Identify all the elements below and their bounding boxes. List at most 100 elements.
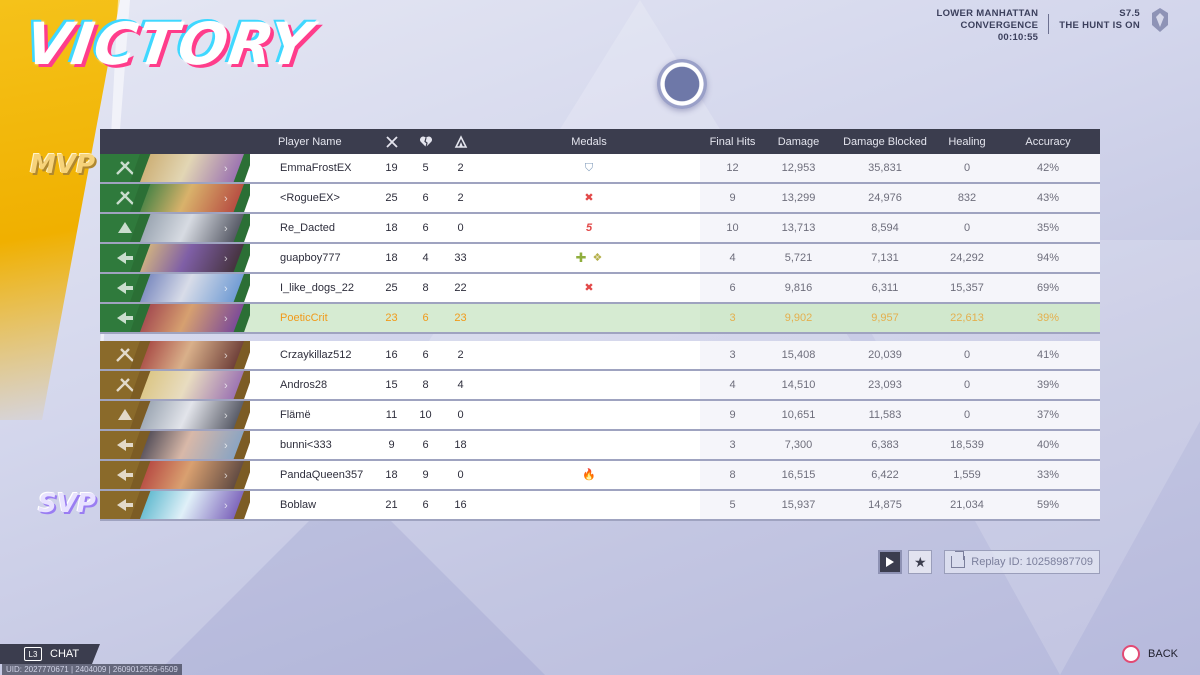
final-hits-value: 4: [729, 379, 736, 391]
player-name: bunni<333: [280, 439, 332, 451]
deaths-value: 8: [422, 379, 429, 391]
chevron-right-icon: ›: [224, 313, 228, 325]
player-row[interactable]: › PandaQueen357 18 9 0 🔥 8 16,515 6,422 1,559 33%: [100, 461, 1100, 491]
assists-value: 18: [454, 439, 467, 451]
player-row[interactable]: › EmmaFrostEX 19 5 2 ⛉ 12 12,953 35,831 0 42%: [100, 154, 1100, 184]
medals-cell: 🔥: [478, 469, 700, 481]
damage-blocked-value: 8,594: [871, 222, 899, 234]
kills-value: 11: [385, 409, 398, 421]
back-button[interactable]: BACK: [1122, 645, 1178, 663]
swords-icon: [385, 135, 398, 148]
center-indicator-icon: [657, 59, 707, 109]
strategist-role-icon: [117, 499, 133, 511]
header-damage: Damage: [777, 135, 820, 148]
kills-value: 18: [385, 469, 398, 481]
healing-value: 21,034: [950, 499, 984, 511]
strategist-role-icon: [117, 252, 133, 264]
favorite-replay-button[interactable]: ★: [908, 550, 933, 574]
accuracy-value: 39%: [1036, 379, 1060, 391]
damage-value: 16,515: [781, 469, 816, 481]
assists-value: 2: [457, 349, 464, 361]
player-row[interactable]: › bunni<333 9 6 18 3 7,300 6,383 18,539 40%: [100, 431, 1100, 461]
damage-value: 13,713: [781, 222, 816, 234]
hero-portrait: ›: [100, 401, 250, 429]
final-hits-value: 6: [729, 282, 736, 294]
player-row[interactable]: › PoeticCrit 23 6 23 3 9,902 9,957 22,613 39%: [100, 304, 1100, 334]
player-row[interactable]: › guapboy777 18 4 33 ✚ ❖ 4 5,721 7,131 24,292 94%: [100, 244, 1100, 274]
assists-value: 2: [457, 162, 464, 174]
play-replay-button[interactable]: [878, 550, 903, 574]
player-row[interactable]: › I_like_dogs_22 25 8 22 ✖ 6 9,816 6,311 15,357 69…: [100, 274, 1100, 304]
broken-heart-icon: [419, 135, 432, 147]
header-damage-blocked: Damage Blocked: [843, 135, 927, 148]
deaths-value: 5: [422, 162, 429, 174]
chat-label: CHAT: [50, 648, 80, 660]
accuracy-value: 69%: [1036, 282, 1060, 294]
medals-cell: ✖: [478, 192, 700, 204]
accuracy-value: 35%: [1036, 222, 1060, 234]
accuracy-value: 42%: [1036, 162, 1060, 174]
player-row[interactable]: › Andros28 15 8 4 4 14,510 23,093 0 39%: [100, 371, 1100, 401]
hero-image: [140, 461, 244, 489]
hero-portrait: ›: [100, 274, 250, 302]
duelist-role-icon: [116, 378, 134, 392]
player-name: EmmaFrostEX: [280, 162, 352, 174]
chevron-right-icon: ›: [224, 410, 228, 422]
deaths-value: 6: [422, 439, 429, 451]
hero-image: [140, 214, 244, 242]
chevron-right-icon: ›: [224, 380, 228, 392]
hero-image: [140, 154, 244, 182]
deaths-value: 6: [422, 192, 429, 204]
player-name: Boblaw: [280, 499, 317, 511]
kills-value: 18: [385, 252, 398, 264]
player-row[interactable]: › Flämë 11 10 0 9 10,651 11,583 0 37%: [100, 401, 1100, 431]
healing-value: 22,613: [950, 312, 984, 324]
damage-value: 12,953: [781, 162, 816, 174]
hero-portrait: ›: [100, 431, 250, 459]
player-row[interactable]: › Crzaykillaz512 16 6 2 3 15,408 20,039 0 41%: [100, 341, 1100, 371]
medals-cell: 5: [478, 222, 700, 234]
chevron-right-icon: ›: [224, 350, 228, 362]
hero-image: [140, 244, 244, 272]
hero-portrait: ›: [100, 244, 250, 272]
assists-value: 16: [454, 499, 467, 511]
accuracy-value: 39%: [1036, 312, 1060, 324]
healing-value: 15,357: [950, 282, 984, 294]
circle-button-icon: [1122, 645, 1141, 663]
hero-portrait: ›: [100, 184, 250, 212]
hero-portrait: ›: [100, 304, 250, 332]
header-medals: Medals: [571, 135, 607, 148]
hero-image: [140, 431, 244, 459]
chevron-right-icon: ›: [224, 440, 228, 452]
player-row[interactable]: › <RogueEX> 25 6 2 ✖ 9 13,299 24,976 832 43%: [100, 184, 1100, 214]
chevron-right-icon: ›: [224, 470, 228, 482]
hero-image: [140, 341, 244, 369]
hero-image: [140, 274, 244, 302]
kills-value: 25: [385, 192, 398, 204]
player-row[interactable]: › Boblaw 21 6 16 5 15,937 14,875 21,034 59%: [100, 491, 1100, 521]
duelist-role-icon: [116, 191, 134, 205]
medals-cell: ⛉: [478, 162, 700, 174]
cross-medal-icon: ✖: [584, 192, 594, 204]
header-accuracy: Accuracy: [1025, 135, 1071, 148]
duelist-role-icon: [116, 348, 134, 362]
final-hits-value: 3: [729, 349, 736, 361]
assists-value: 0: [457, 222, 464, 234]
replay-id-button[interactable]: Replay ID: 10258987709: [944, 550, 1100, 574]
header-healing: Healing: [948, 135, 986, 148]
player-row[interactable]: › Re_Dacted 18 6 0 5 10 13,713 8,594 0 35%: [100, 214, 1100, 244]
replay-controls: ★ Replay ID: 10258987709: [878, 550, 1100, 574]
chat-button[interactable]: L3 CHAT: [0, 644, 100, 664]
final-hits-value: 4: [729, 252, 736, 264]
chevron-right-icon: ›: [224, 500, 228, 512]
medals-cell: ✖: [478, 282, 700, 294]
duelist-role-icon: [116, 161, 134, 175]
scoreboard: Player Name Medals Final Hits Damage Dam…: [100, 129, 1100, 521]
hero-portrait: ›: [100, 154, 250, 182]
svp-badge: SVP: [38, 489, 96, 519]
ally-team: › EmmaFrostEX 19 5 2 ⛉ 12 12,953 35,831 0 42% › <Rog…: [100, 154, 1100, 334]
deaths-value: 6: [422, 349, 429, 361]
assists-value: 23: [454, 312, 467, 324]
damage-blocked-value: 6,383: [871, 439, 899, 451]
chevron-right-icon: ›: [224, 223, 228, 235]
